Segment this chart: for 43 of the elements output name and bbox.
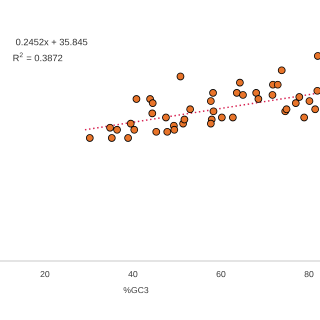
point	[236, 78, 244, 86]
point	[254, 95, 262, 103]
point	[274, 80, 282, 89]
point	[132, 95, 140, 103]
x-tick-label: 20	[40, 271, 50, 278]
point	[210, 107, 218, 116]
point	[239, 91, 247, 99]
annotation: R$^{2}$ = 0.3872	[13, 52, 62, 62]
point	[130, 126, 138, 134]
point	[163, 128, 172, 136]
point	[206, 120, 215, 128]
x-tick-label: 60	[216, 271, 226, 278]
point	[232, 89, 241, 97]
point	[86, 134, 94, 142]
x-tick-label: 80	[304, 271, 314, 278]
point	[148, 99, 157, 107]
x-axis-title: %GC3	[124, 287, 148, 294]
point	[311, 105, 320, 114]
point	[218, 114, 226, 122]
x-tick-label: 40	[128, 271, 138, 278]
point	[252, 89, 260, 97]
point	[176, 72, 184, 80]
point	[292, 99, 300, 107]
point	[268, 91, 276, 99]
point	[124, 134, 132, 142]
point	[106, 124, 114, 132]
point	[295, 93, 304, 101]
point	[152, 128, 160, 136]
point	[170, 126, 178, 134]
point	[228, 114, 237, 122]
text: 0.2452x + 35.845	[16, 38, 88, 46]
point	[108, 134, 116, 142]
point	[186, 105, 194, 114]
point	[113, 126, 121, 134]
point	[209, 89, 217, 97]
point	[180, 116, 188, 124]
point	[306, 97, 314, 105]
point	[162, 114, 170, 122]
point	[126, 120, 135, 128]
point	[148, 110, 156, 118]
point	[206, 97, 215, 105]
point	[300, 114, 308, 122]
point	[278, 66, 286, 74]
